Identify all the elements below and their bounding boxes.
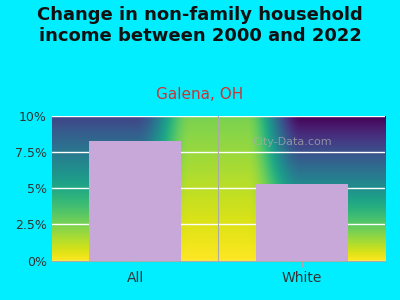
Text: Galena, OH: Galena, OH <box>156 87 244 102</box>
Text: City-Data.com: City-Data.com <box>252 137 332 147</box>
Bar <box>89 141 181 261</box>
Bar <box>256 184 348 261</box>
Text: Change in non-family household
income between 2000 and 2022: Change in non-family household income be… <box>37 6 363 45</box>
